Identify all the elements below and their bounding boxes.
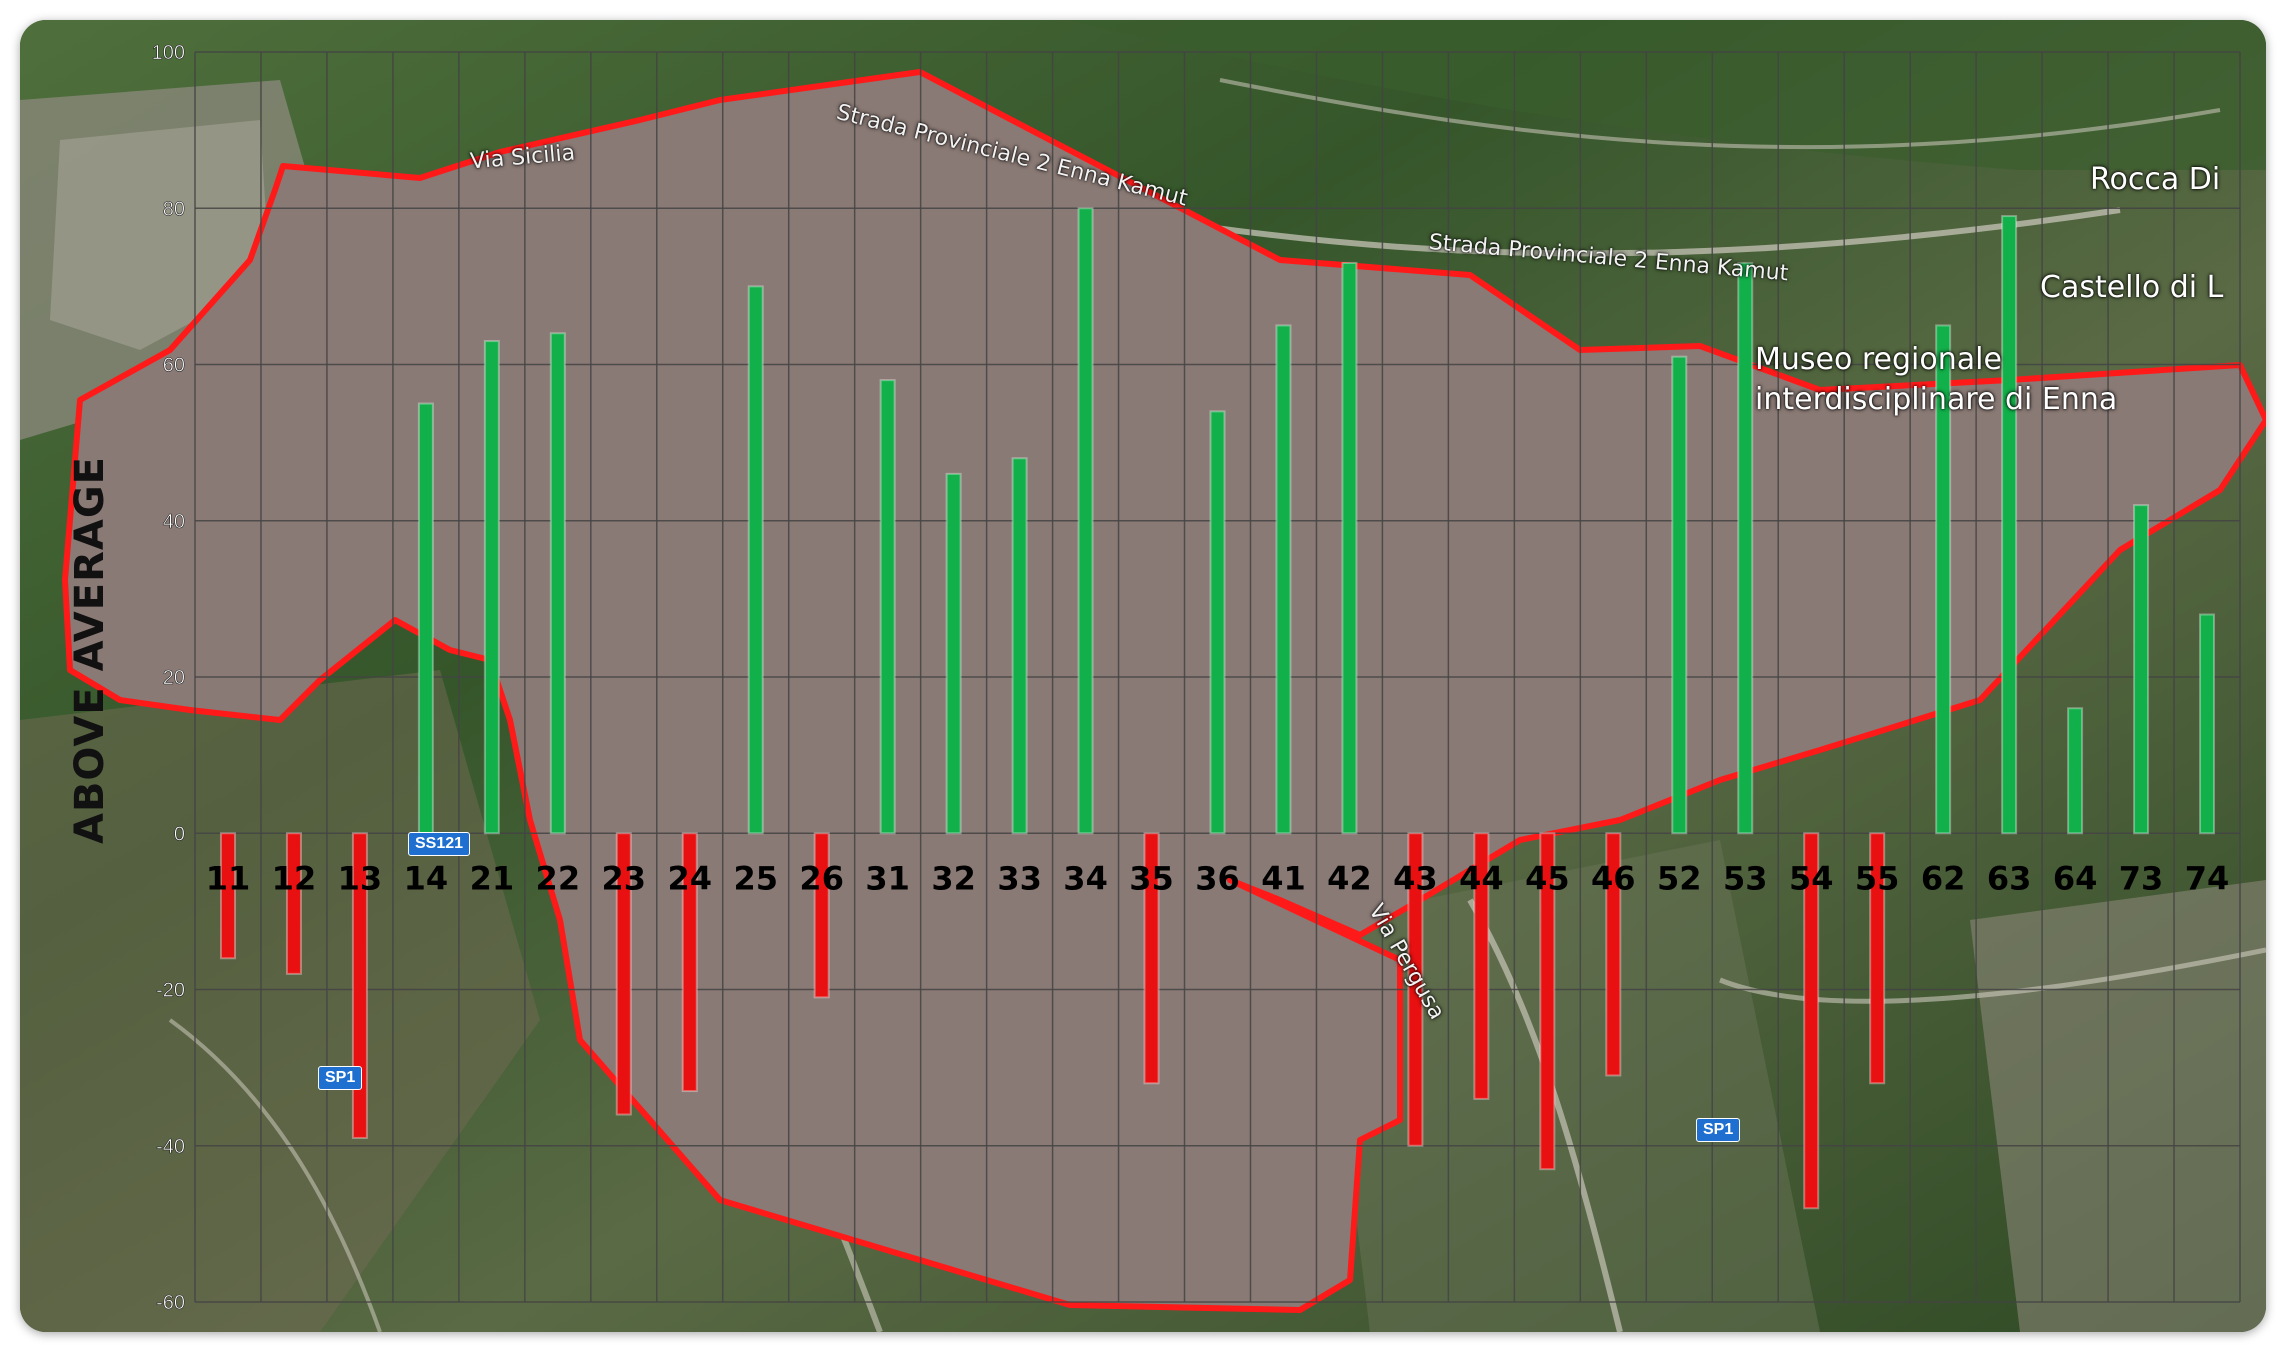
map-place-label-museo-2: interdisciplinare di Enna — [1755, 382, 2118, 417]
y-tick-label: 100 — [152, 42, 185, 64]
x-tick-label-31: 31 — [865, 859, 910, 897]
bar-14 — [417, 402, 434, 835]
x-tick-label-53: 53 — [1723, 859, 1768, 897]
map-place-label-museo-1: Museo regionale — [1755, 342, 2002, 377]
x-tick-label-42: 42 — [1327, 859, 1372, 897]
x-tick-label-73: 73 — [2119, 859, 2164, 897]
bar-12 — [285, 832, 302, 975]
y-tick-labels: -60 -40 -20 0 20 40 60 80 100 — [151, 42, 185, 1315]
x-tick-label-45: 45 — [1525, 859, 1570, 897]
road-shield-sp1-left: SP1 — [318, 1066, 363, 1090]
x-tick-label-12: 12 — [272, 859, 317, 897]
bar-55 — [1869, 832, 1886, 1085]
bar-44 — [1473, 832, 1490, 1100]
x-tick-label-21: 21 — [470, 859, 515, 897]
bar-11 — [219, 832, 236, 960]
bar-22 — [549, 332, 566, 835]
bar-64 — [2067, 707, 2084, 835]
bar-13 — [351, 832, 368, 1139]
x-tick-label-22: 22 — [536, 859, 581, 897]
x-tick-labels: 11 12 13 14 21 22 23 24 25 26 31 32 33 34 35 36 41 42 43 44… — [206, 859, 2230, 897]
y-tick-label: -40 — [156, 1136, 185, 1158]
x-tick-label-43: 43 — [1393, 859, 1438, 897]
map-place-label-rocca: Rocca Di — [2090, 162, 2221, 197]
bar-53 — [1737, 261, 1754, 835]
bar-34 — [1077, 207, 1094, 835]
x-tick-label-32: 32 — [931, 859, 976, 897]
x-tick-label-41: 41 — [1261, 859, 1306, 897]
y-tick-label: 0 — [174, 823, 185, 845]
road-shield-sp1-right: SP1 — [1696, 1118, 1741, 1142]
y-tick-label: -60 — [156, 1292, 185, 1314]
chart-gridlines — [194, 51, 2241, 1303]
bar-25 — [747, 285, 764, 835]
x-tick-label-24: 24 — [667, 859, 712, 897]
y-tick-label: -20 — [156, 980, 185, 1002]
x-tick-label-74: 74 — [2185, 859, 2230, 897]
bar-43 — [1407, 832, 1424, 1147]
y-tick-label: 80 — [163, 198, 185, 220]
y-tick-label: 20 — [163, 667, 185, 689]
bar-54 — [1803, 832, 1820, 1210]
x-tick-label-34: 34 — [1063, 859, 1108, 897]
bar-33 — [1011, 457, 1028, 835]
x-tick-label-63: 63 — [1987, 859, 2032, 897]
bar-36 — [1209, 410, 1226, 835]
road-shield-ss121: SS121 — [408, 832, 471, 856]
x-tick-label-54: 54 — [1789, 859, 1834, 897]
bar-32 — [945, 472, 962, 835]
y-axis-label: ABOVE AVERAGE — [67, 455, 113, 845]
chart-frame: -60 -40 -20 0 20 40 60 80 100 11 12 13 14 21 22 23 24 25… — [20, 20, 2266, 1332]
map-place-label-castello: Castello di L — [2040, 270, 2224, 305]
bar-52 — [1671, 355, 1688, 835]
x-tick-label-46: 46 — [1591, 859, 1636, 897]
bar-45 — [1539, 832, 1556, 1171]
x-tick-label-23: 23 — [602, 859, 647, 897]
bar-35 — [1143, 832, 1160, 1085]
x-tick-label-11: 11 — [206, 859, 251, 897]
x-tick-label-44: 44 — [1459, 859, 1504, 897]
y-tick-label: 40 — [163, 511, 185, 533]
x-tick-label-62: 62 — [1921, 859, 1966, 897]
x-tick-label-35: 35 — [1129, 859, 1174, 897]
bar-21 — [483, 340, 500, 835]
bar-63 — [2001, 215, 2018, 835]
x-tick-label-36: 36 — [1195, 859, 1240, 897]
chart-bars — [219, 207, 2216, 1210]
bar-73 — [2133, 504, 2150, 835]
x-tick-label-14: 14 — [404, 859, 449, 897]
bar-31 — [879, 379, 896, 835]
bar-46 — [1605, 832, 1622, 1077]
bar-62 — [1935, 324, 1952, 835]
bar-24 — [681, 832, 698, 1093]
x-tick-label-13: 13 — [338, 859, 383, 897]
bar-41 — [1275, 324, 1292, 835]
bar-26 — [813, 832, 830, 999]
x-tick-label-64: 64 — [2053, 859, 2098, 897]
chart-canvas: -60 -40 -20 0 20 40 60 80 100 11 12 13 14 21 22 23 24 25… — [20, 20, 2266, 1332]
y-tick-label: 60 — [163, 355, 185, 377]
bar-42 — [1341, 261, 1358, 835]
bar-23 — [615, 832, 632, 1116]
x-tick-label-33: 33 — [997, 859, 1042, 897]
bar-74 — [2199, 613, 2216, 835]
x-tick-label-26: 26 — [799, 859, 844, 897]
x-tick-label-55: 55 — [1855, 859, 1900, 897]
study-area-region — [62, 69, 2266, 1313]
x-tick-label-52: 52 — [1657, 859, 1702, 897]
x-tick-label-25: 25 — [733, 859, 778, 897]
